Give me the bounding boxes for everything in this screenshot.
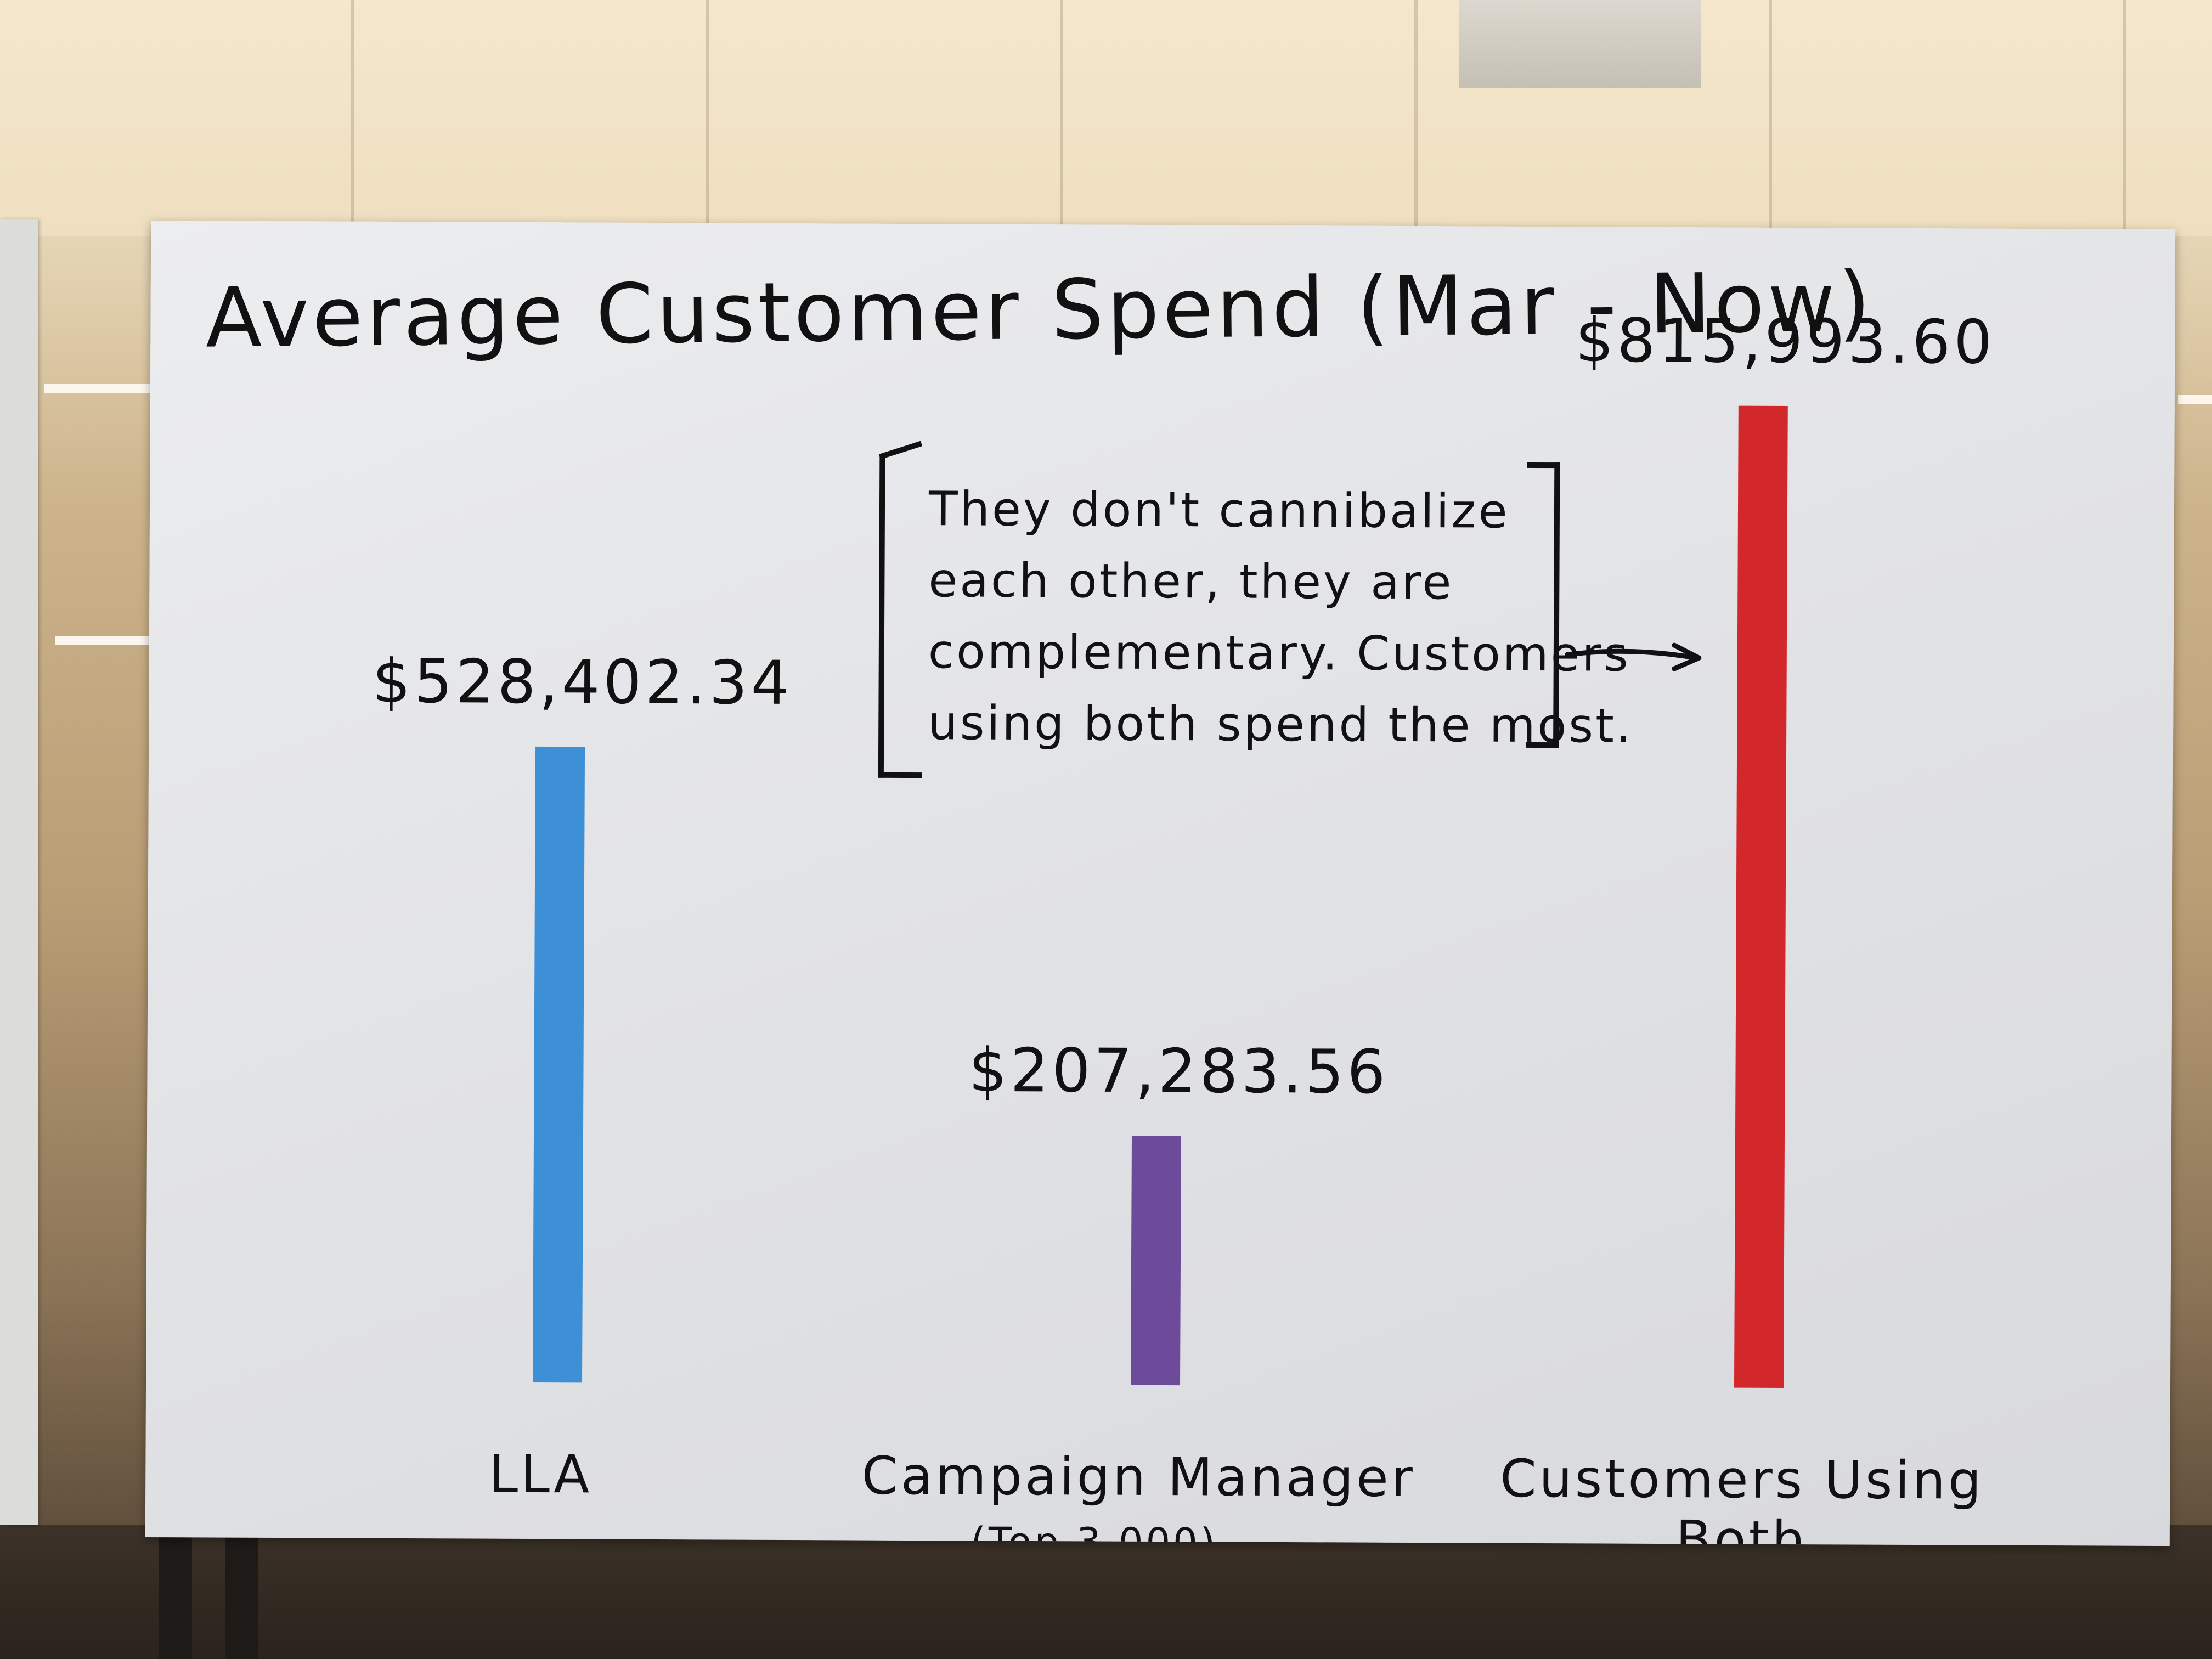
category-label: Both	[1675, 1510, 1808, 1546]
category-label: LLA	[489, 1444, 592, 1505]
easel-leg	[159, 1536, 192, 1659]
ceiling	[0, 0, 2212, 236]
floor	[0, 1525, 2212, 1659]
bar-3	[1734, 405, 1788, 1388]
chart-poster: Average Customer Spend (Mar - Now) They …	[145, 220, 2176, 1547]
adjacent-poster-edge	[0, 219, 38, 1525]
bar-2	[1131, 1136, 1181, 1386]
bar-1	[533, 746, 585, 1383]
category-label: Customers Using	[1500, 1449, 1984, 1511]
background-light-strip	[44, 384, 154, 393]
bar-value-label: $528,402.34	[372, 646, 792, 718]
background-light-strip	[2178, 395, 2212, 404]
bar-chart: $528,402.34 LLA $207,283.56 Campaign Manage…	[372, 305, 1995, 1546]
annotation-arrow-icon	[1565, 642, 1702, 672]
easel-leg	[225, 1536, 258, 1659]
background-light-strip	[55, 636, 154, 645]
bar-value-label: $815,993.60	[1575, 305, 1995, 377]
bar-value-label: $207,283.56	[968, 1035, 1389, 1107]
ceiling-light	[1459, 0, 1701, 88]
category-label: Campaign Manager	[861, 1446, 1415, 1509]
